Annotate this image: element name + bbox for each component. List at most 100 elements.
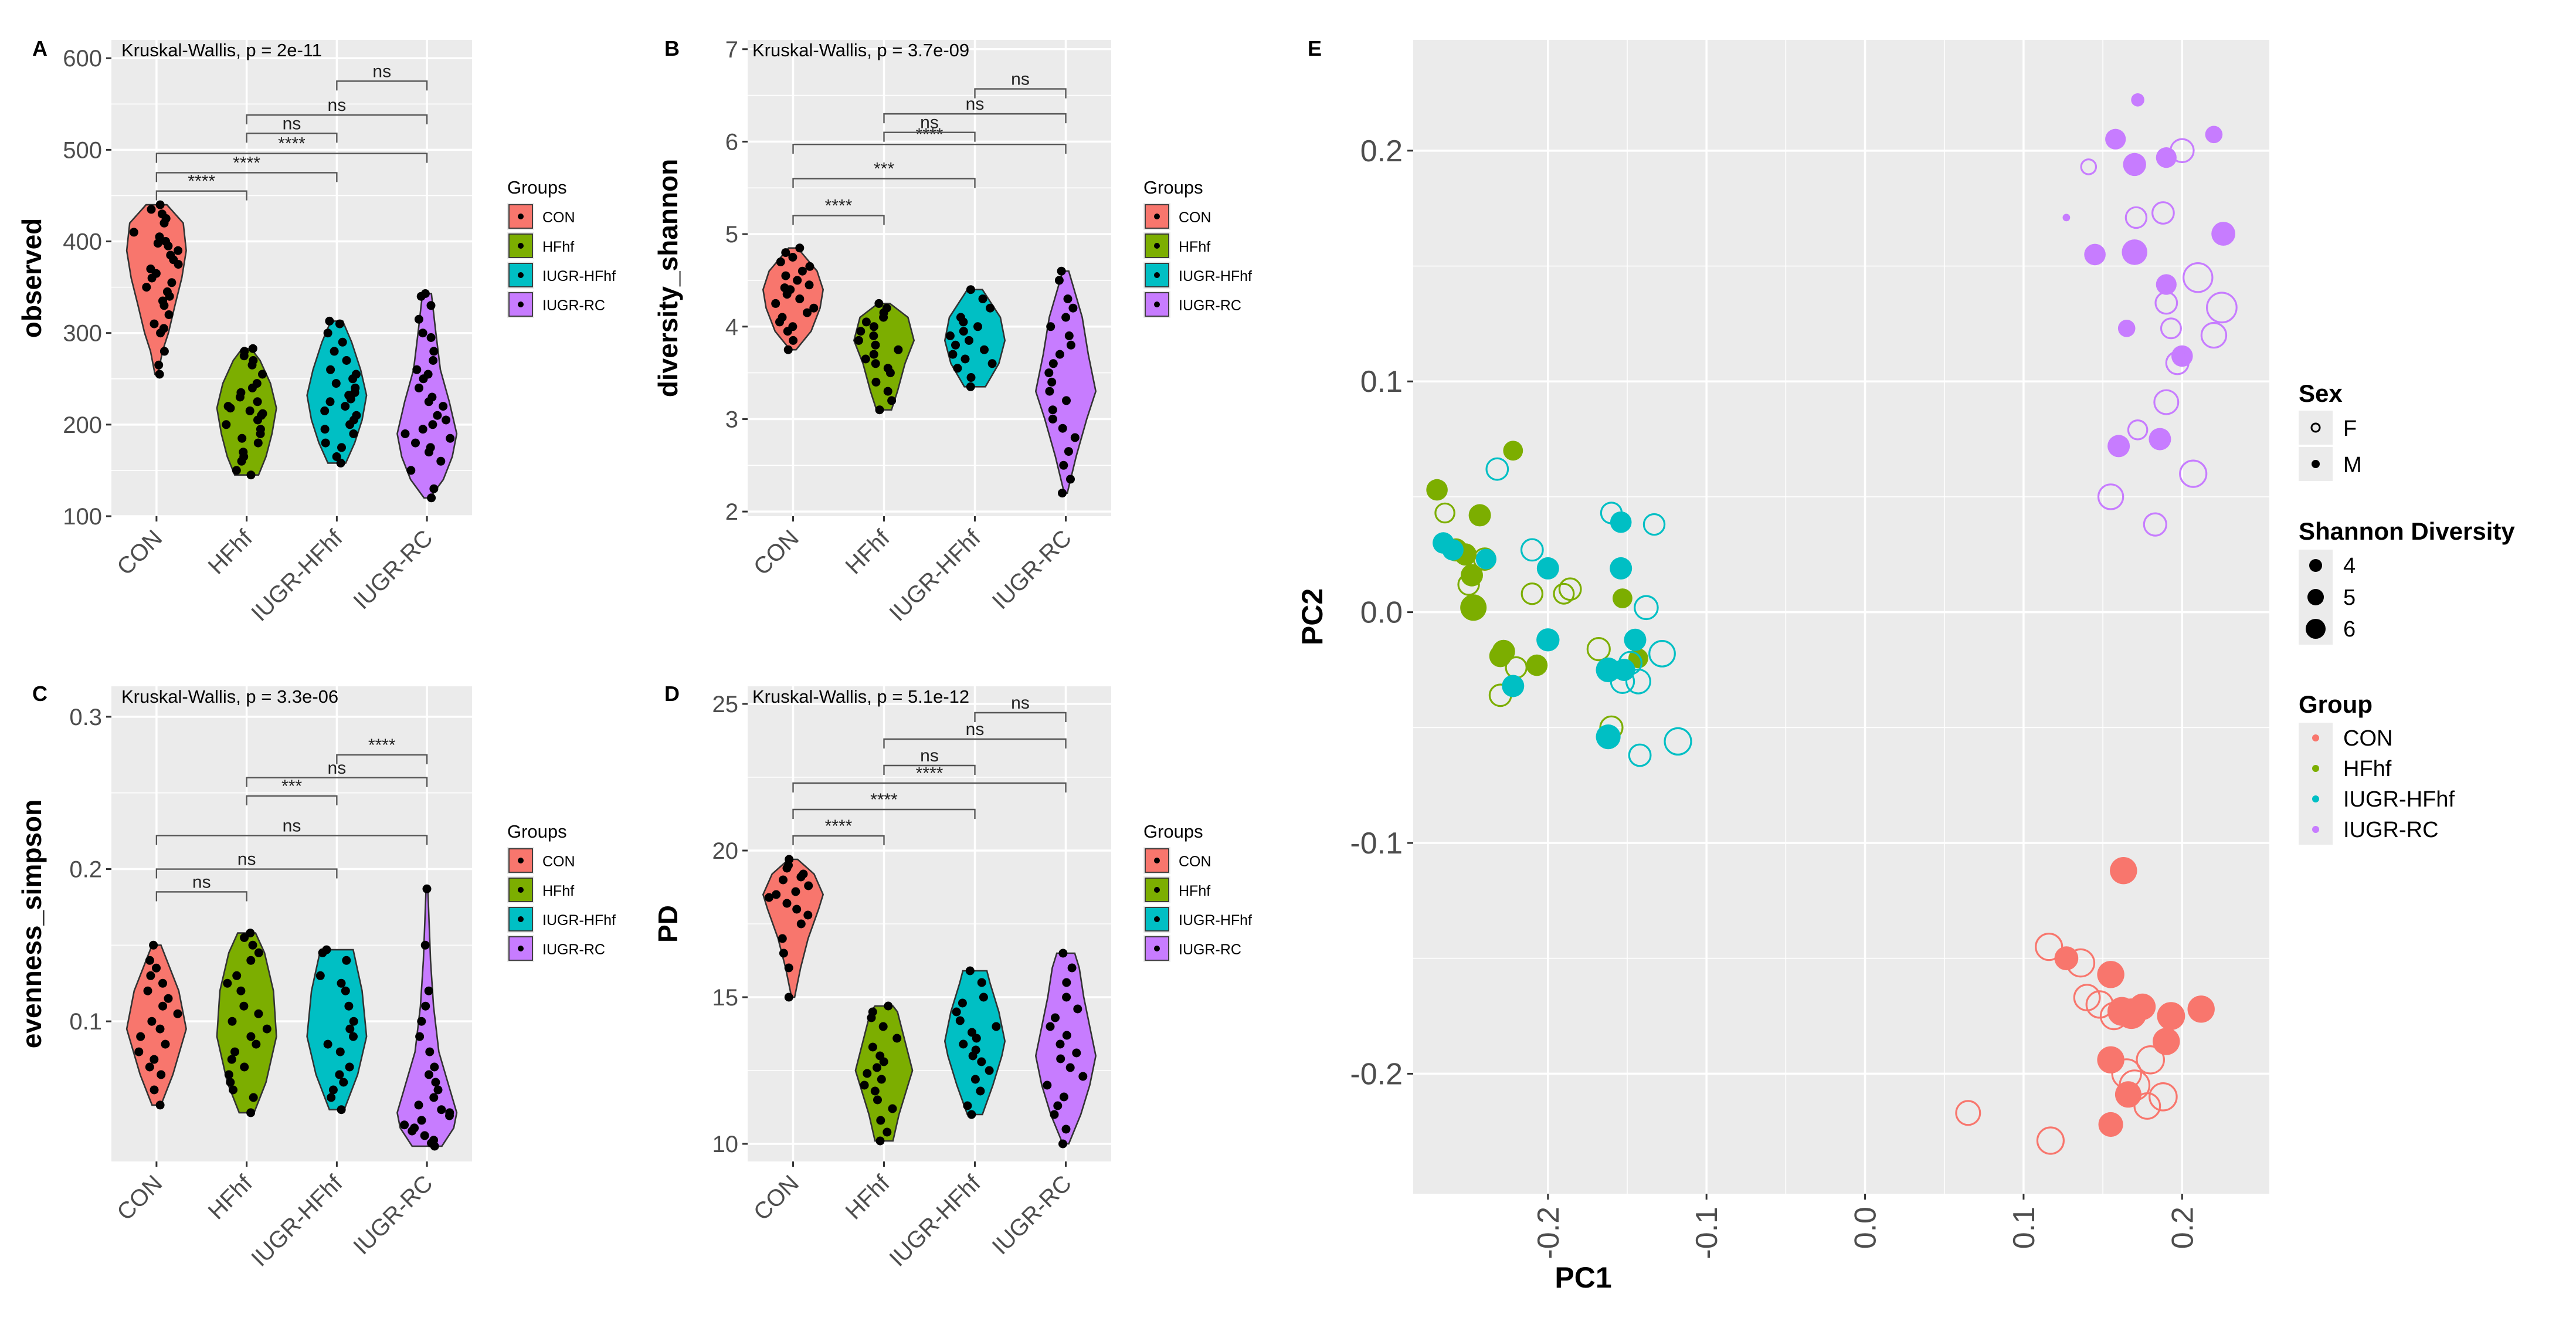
significance-bracket [792, 782, 1067, 792]
data-point [339, 1078, 348, 1087]
data-point [1043, 1080, 1052, 1090]
data-point [248, 344, 257, 353]
data-point [252, 1039, 261, 1049]
data-point [788, 322, 797, 331]
legend-title: Groups [507, 821, 567, 842]
data-point [420, 1131, 429, 1140]
data-point [429, 356, 438, 365]
data-point [892, 1034, 902, 1043]
data-point [335, 1047, 345, 1056]
data-point [958, 998, 967, 1008]
significance-label: ns [328, 96, 347, 115]
point-iugr-hfhf-m [1536, 628, 1560, 652]
significance-bracket [246, 114, 428, 125]
y-tick-label: 0.1 [69, 1009, 102, 1035]
data-point [320, 406, 330, 415]
x-tick-label: HFhf [840, 525, 895, 580]
data-point [245, 406, 254, 415]
data-point [315, 971, 325, 980]
data-point [338, 337, 347, 347]
point-iugr-rc-m [2131, 93, 2144, 107]
data-point [164, 994, 173, 1003]
legend-label: IUGR-HFhf [1179, 268, 1252, 284]
data-point [1065, 1063, 1075, 1072]
data-point [783, 345, 793, 354]
legend-label: 4 [2343, 554, 2356, 578]
data-point [161, 1039, 170, 1049]
data-point [793, 276, 802, 285]
point-iugr-rc-m [2123, 153, 2146, 177]
significance-bracket [792, 808, 976, 819]
data-point [410, 1123, 419, 1133]
data-point [876, 1116, 885, 1125]
x-tick-label: -0.2 [1532, 1207, 1566, 1259]
legend-label: 5 [2343, 585, 2356, 610]
data-point [223, 402, 233, 411]
data-point [951, 340, 960, 350]
legend-key-dot [1154, 302, 1160, 307]
point-iugr-rc-f [2179, 459, 2208, 488]
y-tick-label: 2 [725, 499, 738, 525]
data-point [860, 1080, 869, 1090]
legend-key-size [2309, 559, 2322, 572]
legend-key-dot [518, 214, 524, 219]
point-iugr-rc-f [2153, 389, 2180, 415]
data-point [883, 387, 892, 396]
data-point [406, 466, 416, 475]
legend-key-dot [1154, 916, 1160, 922]
point-con-f [2111, 1058, 2142, 1089]
significance-bracket [792, 143, 1067, 154]
data-point [229, 1085, 237, 1095]
data-point [351, 370, 361, 379]
data-point [246, 1108, 256, 1117]
point-iugr-hfhf-f [1625, 668, 1651, 695]
significance-label: ns [237, 850, 256, 869]
point-iugr-hfhf-f [1520, 538, 1544, 562]
data-point [952, 1007, 961, 1017]
legend-sex-title: Sex [2299, 380, 2343, 407]
data-point [1059, 460, 1068, 470]
legend-title: Groups [507, 177, 567, 198]
data-point [1055, 350, 1064, 359]
data-point [420, 940, 430, 950]
data-point [1058, 424, 1067, 433]
data-point [342, 356, 351, 365]
data-point [152, 963, 161, 973]
data-point [417, 1017, 426, 1026]
significance-label: **** [825, 817, 853, 836]
data-point [875, 405, 884, 415]
data-point [321, 438, 330, 448]
data-point [249, 356, 258, 365]
legend-label: IUGR-HFhf [542, 912, 616, 929]
data-point [147, 1017, 157, 1026]
legend-shannon-title: Shannon Diversity [2299, 517, 2515, 545]
y-axis-title: PC2 [1296, 588, 1329, 645]
data-point [418, 425, 427, 434]
data-point [429, 1136, 439, 1145]
data-point [785, 855, 794, 864]
data-point [803, 910, 813, 920]
x-tick-label: 0.1 [2007, 1207, 2041, 1249]
point-iugr-hfhf-m [1624, 628, 1647, 651]
data-point [985, 1066, 994, 1075]
significance-bracket [883, 764, 976, 775]
data-point [330, 347, 339, 356]
data-point [977, 978, 986, 987]
data-point [948, 350, 958, 359]
point-iugr-rc-f [2143, 512, 2167, 537]
legend-key-dot [1154, 272, 1160, 278]
data-point [967, 1110, 976, 1119]
data-point [788, 253, 797, 262]
data-point [966, 373, 976, 382]
data-point [323, 328, 332, 338]
data-point [970, 1075, 980, 1084]
data-point [417, 1116, 426, 1125]
legend-key-size [2307, 589, 2324, 605]
legend-key-dot [1154, 858, 1160, 863]
x-tick-label: CON [112, 525, 167, 580]
significance-label: ns [966, 720, 985, 739]
point-con-f [2099, 1001, 2129, 1031]
legend-label: 6 [2343, 617, 2356, 642]
point-iugr-hfhf-m [1536, 557, 1559, 580]
significance-label: ns [1011, 70, 1030, 89]
